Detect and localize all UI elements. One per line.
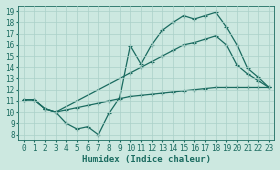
X-axis label: Humidex (Indice chaleur): Humidex (Indice chaleur) bbox=[82, 155, 211, 164]
